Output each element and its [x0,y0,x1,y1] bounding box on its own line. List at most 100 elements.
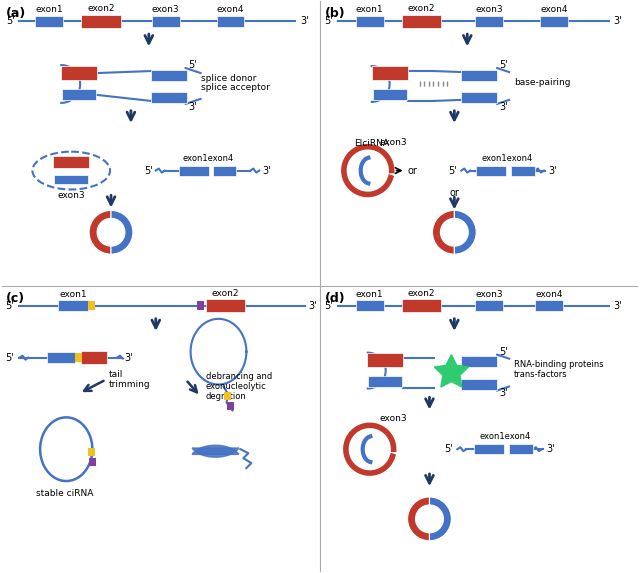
Text: (c): (c) [6,292,25,305]
Bar [197,301,204,311]
Text: exon3: exon3 [152,5,180,14]
Text: EIciRNA: EIciRNA [355,139,389,148]
Bar [81,351,107,364]
Text: tail
trimming: tail trimming [109,370,150,389]
Text: exon3: exon3 [476,5,503,14]
Text: exon1: exon1 [60,290,87,299]
Bar [461,356,497,367]
Text: exon1: exon1 [35,5,63,14]
Text: 5': 5' [445,444,453,454]
Bar [367,352,403,367]
Text: 3': 3' [548,166,557,175]
Text: exon1exon4: exon1exon4 [479,432,531,441]
Text: exon4: exon4 [217,5,244,14]
Bar [88,301,95,311]
Bar [535,300,563,311]
Bar [402,15,442,28]
Bar [356,300,384,311]
Text: 5': 5' [499,347,508,356]
Text: (b): (b) [325,7,346,21]
Text: splice acceptor: splice acceptor [200,84,269,92]
Text: 3': 3' [262,166,271,175]
Wedge shape [89,210,111,254]
Text: 3': 3' [499,388,508,398]
Bar [540,16,568,27]
Text: exon1: exon1 [356,290,383,299]
Bar [54,175,88,185]
Bar [372,66,408,80]
Text: exon2: exon2 [408,5,435,13]
Text: 3': 3' [124,352,132,363]
Text: 5': 5' [144,166,153,175]
Bar [356,16,384,27]
Text: (a): (a) [6,7,26,21]
Circle shape [353,156,383,186]
Bar [47,352,75,363]
Bar [509,444,533,454]
Wedge shape [433,210,454,254]
Text: exon1exon4: exon1exon4 [481,154,532,163]
Text: 5': 5' [4,301,13,311]
Bar [402,300,442,312]
Bar [179,166,209,175]
Text: 5': 5' [324,16,333,26]
Bar [151,92,187,103]
Bar [75,353,82,362]
Text: or: or [408,166,417,175]
Bar [476,166,506,175]
Circle shape [355,434,385,464]
Bar [368,376,402,387]
Text: 3': 3' [499,102,508,112]
Text: 3': 3' [189,102,197,112]
Bar [88,458,95,466]
Bar [81,15,121,28]
Bar [62,89,96,100]
Polygon shape [192,445,239,454]
Bar [476,16,503,27]
Text: exon2: exon2 [87,5,115,13]
Bar [151,69,187,80]
Wedge shape [429,497,451,541]
Text: exon1: exon1 [356,5,383,14]
Bar [35,16,63,27]
Bar [61,66,97,80]
Bar [212,166,236,175]
Text: exon2: exon2 [408,289,435,298]
Text: splice donor: splice donor [200,73,256,83]
Text: exon3: exon3 [476,290,503,299]
Text: stable ciRNA: stable ciRNA [36,489,93,498]
Text: 3': 3' [614,301,622,311]
Bar [476,300,503,311]
Text: RNA-binding proteins: RNA-binding proteins [514,360,604,369]
Bar [461,379,497,390]
Bar [216,16,244,27]
Text: exon3: exon3 [380,414,407,423]
Text: 5': 5' [324,301,333,311]
Text: exon4: exon4 [535,290,563,299]
Bar [461,92,497,103]
Text: 5': 5' [6,16,15,26]
Text: base-pairing: base-pairing [514,79,570,88]
Bar [511,166,535,175]
Text: 5': 5' [189,60,197,70]
Text: 3': 3' [546,444,554,454]
Text: 5': 5' [4,352,13,363]
Bar [58,300,88,311]
Bar [227,402,234,410]
Text: (d): (d) [325,292,346,305]
Text: exon3: exon3 [58,191,85,201]
Text: debrancing and
exonucleolytic
degration: debrancing and exonucleolytic degration [205,372,272,402]
Text: exon2: exon2 [212,289,239,298]
Text: or: or [449,189,460,198]
Bar [88,448,95,456]
Bar [372,89,406,100]
Wedge shape [408,497,429,541]
Text: exon1exon4: exon1exon4 [183,154,234,163]
Text: 3': 3' [308,301,317,311]
Wedge shape [454,210,476,254]
Text: 3': 3' [614,16,622,26]
Bar [224,393,231,401]
Polygon shape [192,448,239,457]
Text: 5': 5' [449,166,458,175]
Text: exon4: exon4 [540,5,568,14]
